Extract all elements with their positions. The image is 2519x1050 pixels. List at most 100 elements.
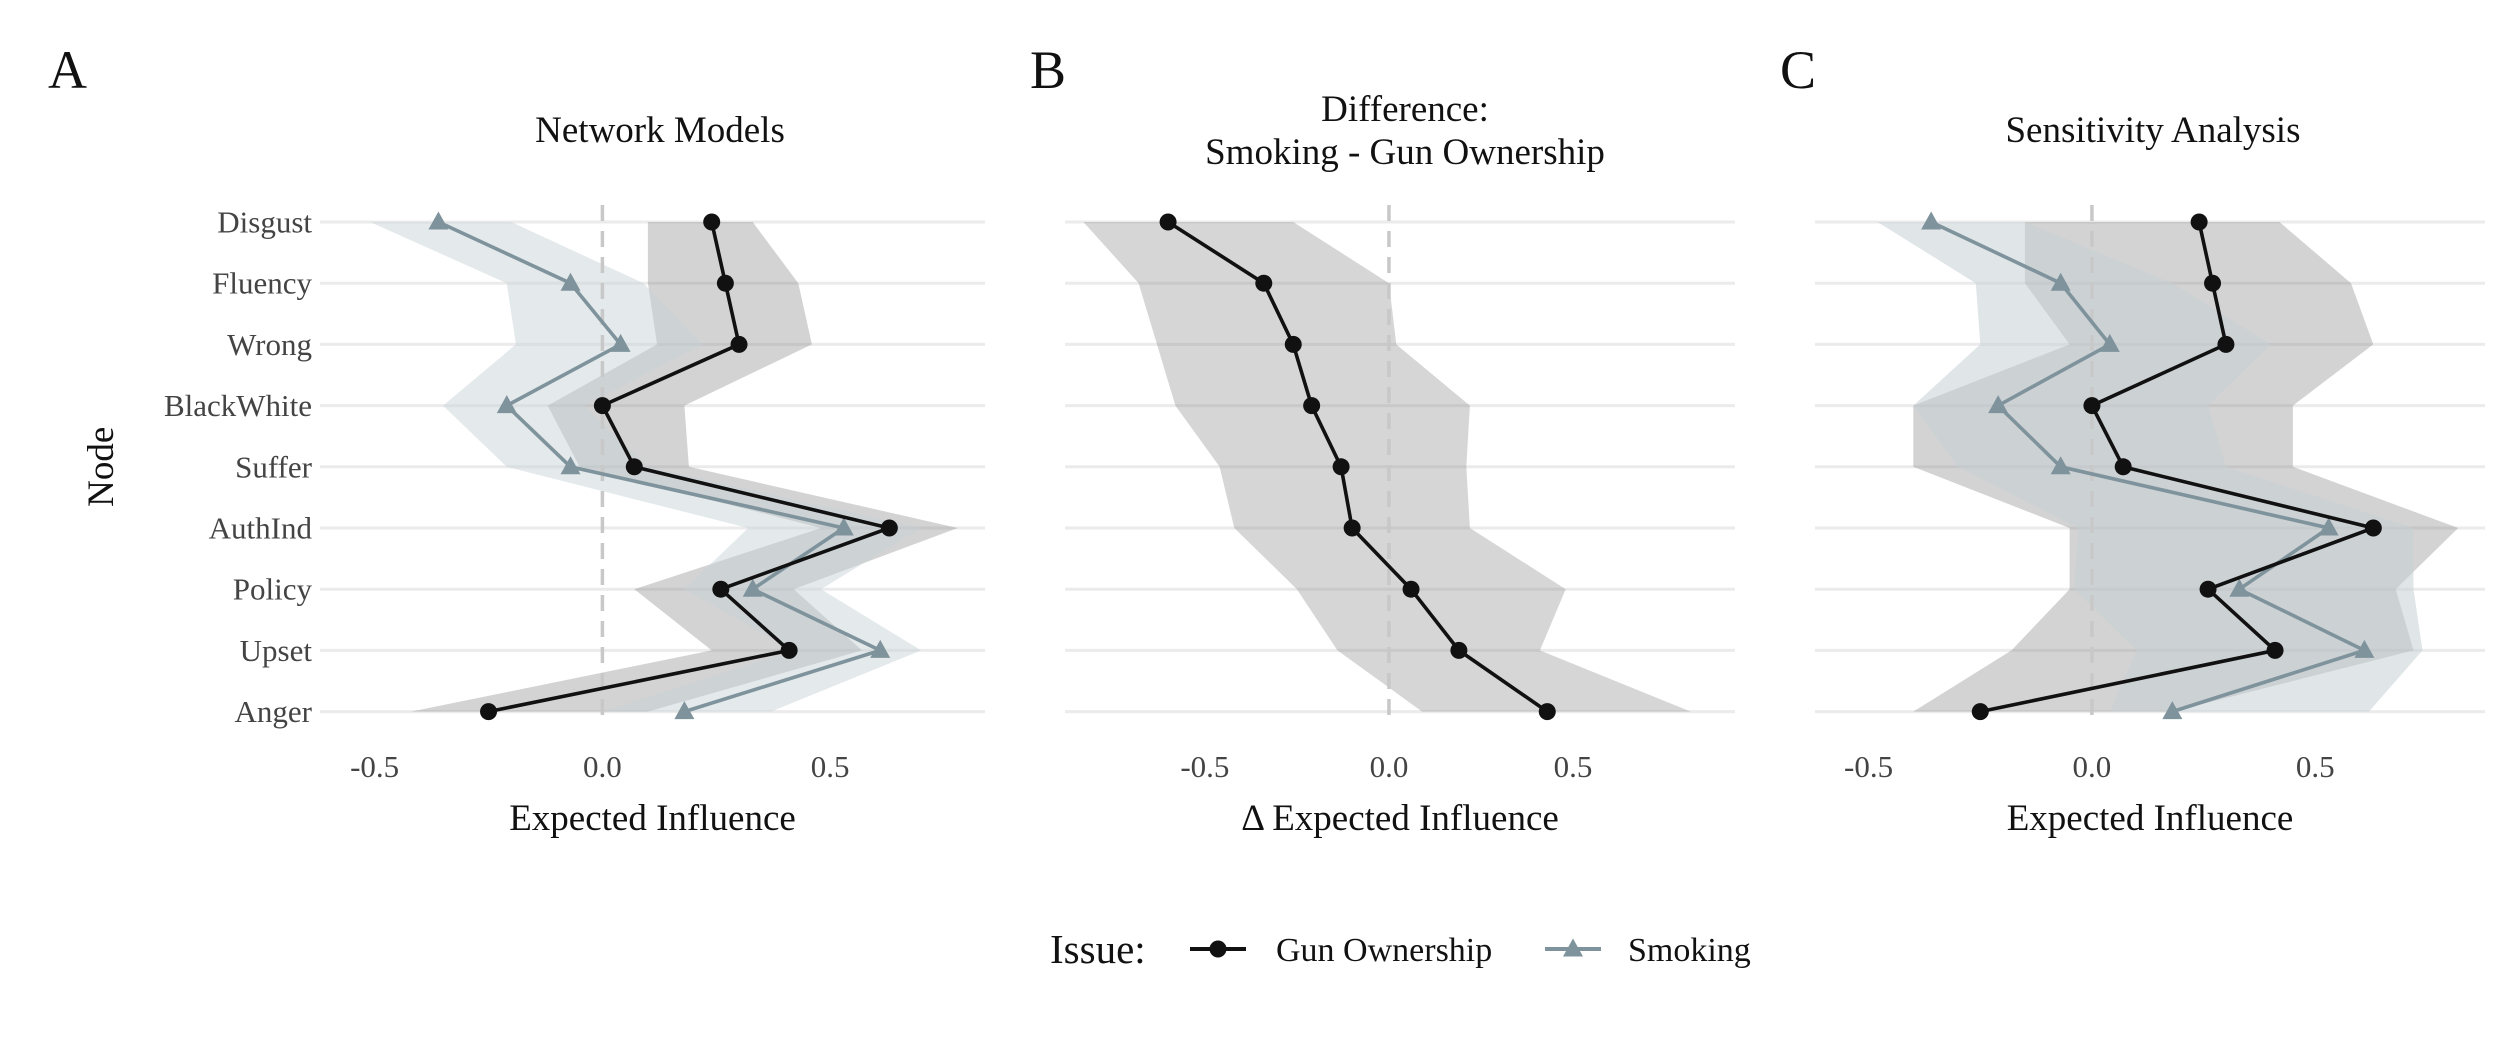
gun-ownership-point-suffer [2114, 458, 2132, 476]
gun-ownership-point-wrong [2217, 335, 2235, 353]
smoking-point-disgust [1921, 211, 1942, 230]
x-tick-label: -0.5 [350, 749, 399, 784]
x-tick-label: 0.5 [2296, 749, 2335, 784]
x-tick-labels: -0.5 0.0 0.5 [1844, 749, 2335, 784]
x-tick-label: 0.0 [583, 749, 622, 784]
gun-ownership-point-upset [1450, 641, 1468, 659]
smoking-point-suffer [2050, 456, 2071, 475]
gun-ownership-point-anger [480, 703, 498, 721]
x-tick-labels: -0.5 0.0 0.5 [1180, 749, 1592, 784]
smoking-band [370, 222, 922, 712]
legend: Issue: Gun Ownership Smoking [1050, 926, 1751, 972]
smoking-point-authind [833, 517, 854, 536]
smoking-point-blackwhite [496, 395, 517, 414]
gun-ownership-point-authind [880, 519, 898, 537]
gun-ownership-point-disgust [2190, 213, 2208, 231]
x-axis-title: Expected Influence [509, 798, 796, 839]
legend-label: Gun Ownership [1276, 932, 1492, 969]
gun-ownership-point-upset [2266, 641, 2284, 659]
x-tick-label: 0.5 [811, 749, 850, 784]
smoking-point-upset [870, 639, 891, 658]
y-tick-label: BlackWhite [164, 388, 312, 423]
y-tick-label: Anger [235, 694, 313, 729]
bands [370, 222, 958, 712]
gun-ownership-point-blackwhite [2083, 397, 2101, 415]
bands [1083, 222, 1691, 712]
gun-ownership-point-disgust [1159, 213, 1177, 231]
y-tick-label: Policy [233, 572, 313, 607]
x-axis-title: Δ Expected Influence [1241, 798, 1559, 839]
gun-ownership-point-policy [2199, 580, 2217, 598]
smoking-point-anger [2162, 701, 2183, 720]
panel-letter: B [1030, 40, 1066, 100]
panel-title: Difference: [1321, 89, 1489, 130]
gun-ownership-point-policy [1402, 580, 1420, 598]
gun-ownership-point-blackwhite [1303, 397, 1321, 415]
x-tick-labels: -0.5 0.0 0.5 [350, 749, 849, 784]
y-tick-label: AuthInd [209, 511, 313, 546]
smoking-point-anger [674, 701, 695, 720]
gun-ownership-point-suffer [1332, 458, 1350, 476]
smoking-band [1877, 222, 2423, 712]
gun-ownership-series [1159, 213, 1556, 721]
smoking-point-fluency [2050, 272, 2071, 291]
smoking-point-policy [2229, 578, 2250, 597]
panel-b: B Difference:Smoking - Gun Ownership -0.5 0… [1030, 40, 1735, 839]
gun-ownership-point-wrong [1284, 335, 1302, 353]
gun-ownership-point-policy [712, 580, 730, 598]
difference-band [1083, 222, 1691, 712]
x-tick-label: -0.5 [1844, 749, 1893, 784]
gun-ownership-point-anger [1538, 703, 1556, 721]
legend-entry-gun-ownership: Gun Ownership [1190, 932, 1492, 969]
panel-a: A Network Models Disgust Fluency Wrong BlackW… [48, 40, 985, 839]
gun-ownership-point-blackwhite [593, 397, 611, 415]
gun-ownership-point-fluency [1255, 274, 1273, 292]
y-tick-label: Fluency [212, 266, 312, 301]
gridlines [1065, 220, 1735, 714]
gun-ownership-band [411, 222, 958, 712]
x-tick-label: 0.5 [1554, 749, 1593, 784]
x-axis-title: Expected Influence [2007, 798, 2294, 839]
gun-ownership-series [480, 213, 898, 721]
y-tick-labels: Disgust Fluency Wrong BlackWhite Suffer AuthI… [164, 205, 313, 730]
smoking-point-disgust [428, 211, 449, 230]
smoking-point-fluency [560, 272, 581, 291]
gridlines [320, 220, 985, 714]
smoking-point-wrong [610, 333, 631, 352]
panel-title: Network Models [535, 110, 785, 151]
x-tick-label: 0.0 [1370, 749, 1409, 784]
legend-key-triangle-icon [1563, 938, 1583, 957]
smoking-point-authind [2318, 517, 2339, 536]
panels: A Network Models Disgust Fluency Wrong BlackW… [48, 40, 2485, 839]
legend-key-circle-icon [1209, 940, 1227, 958]
gun-ownership-series [1971, 213, 2382, 721]
bands [1877, 222, 2459, 712]
legend-label: Smoking [1628, 932, 1751, 969]
gun-ownership-point-authind [2364, 519, 2382, 537]
gun-ownership-point-anger [1971, 703, 1989, 721]
smoking-point-wrong [2099, 333, 2120, 352]
gun-ownership-point-authind [1343, 519, 1361, 537]
panel-letter: A [48, 40, 87, 100]
smoking-point-policy [742, 578, 763, 597]
panel-c: C Sensitivity Analysis -0.5 0.0 0.5Expected … [1780, 40, 2485, 839]
gun-ownership-point-suffer [625, 458, 643, 476]
legend-title: Issue: [1050, 926, 1146, 972]
gun-ownership-point-fluency [2204, 274, 2222, 292]
gun-ownership-point-disgust [703, 213, 721, 231]
y-tick-label: Suffer [235, 449, 313, 484]
panel-title: Smoking - Gun Ownership [1205, 132, 1605, 173]
x-tick-label: -0.5 [1180, 749, 1229, 784]
x-tick-label: 0.0 [2073, 749, 2112, 784]
y-tick-label: Wrong [227, 327, 312, 362]
y-axis-title: Node [81, 427, 122, 507]
gun-ownership-point-fluency [716, 274, 734, 292]
legend-entry-smoking: Smoking [1545, 932, 1751, 969]
gun-ownership-point-upset [780, 641, 798, 659]
smoking-point-upset [2354, 639, 2375, 658]
panel-letter: C [1780, 40, 1816, 100]
gun-ownership-point-wrong [730, 335, 748, 353]
y-tick-label: Disgust [217, 205, 312, 240]
smoking-series [1921, 211, 2375, 720]
